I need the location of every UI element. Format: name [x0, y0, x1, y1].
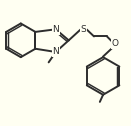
Text: N: N [52, 48, 59, 56]
Text: S: S [81, 25, 86, 34]
Text: O: O [111, 39, 118, 48]
Text: N: N [52, 25, 59, 34]
